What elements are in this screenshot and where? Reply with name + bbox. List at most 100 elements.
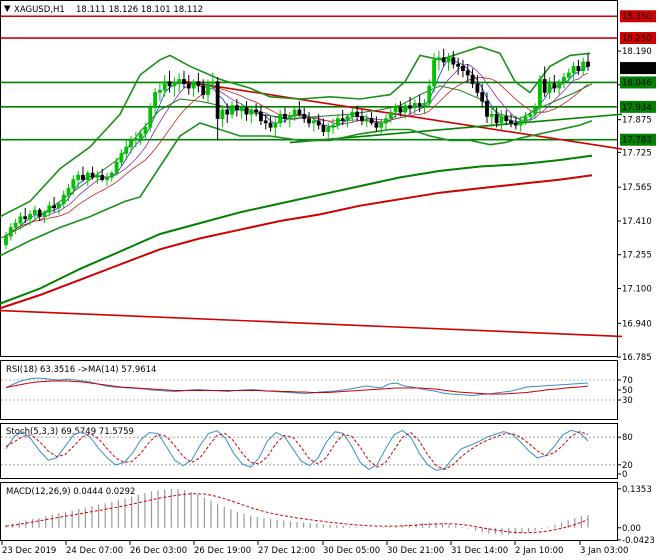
candle[interactable] — [124, 140, 129, 160]
candle[interactable] — [172, 77, 177, 97]
candle[interactable] — [340, 109, 345, 126]
candle[interactable] — [158, 81, 162, 102]
candle[interactable] — [13, 218, 18, 235]
trendline-1[interactable] — [184, 80, 623, 150]
candle[interactable] — [167, 70, 172, 93]
candle[interactable] — [162, 75, 167, 97]
candle[interactable] — [143, 122, 148, 139]
candle[interactable] — [566, 68, 571, 84]
candle[interactable] — [388, 107, 393, 123]
candle[interactable] — [384, 114, 388, 130]
candle[interactable] — [28, 210, 32, 226]
candle[interactable] — [268, 116, 273, 132]
candle[interactable] — [81, 166, 85, 182]
candle[interactable] — [504, 109, 509, 126]
candle[interactable] — [220, 105, 225, 128]
candle[interactable] — [47, 201, 52, 217]
candle[interactable] — [66, 183, 71, 202]
candle[interactable] — [76, 170, 81, 189]
candle[interactable] — [562, 72, 566, 89]
candle[interactable] — [576, 59, 581, 76]
candle[interactable] — [61, 190, 66, 208]
candle[interactable] — [196, 72, 201, 93]
candle[interactable] — [52, 197, 56, 213]
candle[interactable] — [374, 116, 379, 132]
candle[interactable] — [4, 231, 8, 250]
candle[interactable] — [398, 101, 403, 117]
candle[interactable] — [422, 99, 427, 115]
candle[interactable] — [523, 112, 528, 126]
candle[interactable] — [42, 210, 47, 224]
candle[interactable] — [90, 166, 95, 180]
candle[interactable] — [210, 72, 215, 91]
candle[interactable] — [225, 103, 230, 123]
candle[interactable] — [345, 114, 350, 128]
candle[interactable] — [23, 207, 28, 224]
candle[interactable] — [153, 88, 158, 115]
candle[interactable] — [542, 66, 547, 97]
candle[interactable] — [494, 107, 499, 128]
candle[interactable] — [446, 53, 451, 71]
candle[interactable] — [129, 136, 133, 154]
candle[interactable] — [105, 173, 109, 187]
candle[interactable] — [538, 75, 542, 113]
candle[interactable] — [57, 201, 61, 215]
candle[interactable] — [369, 112, 374, 126]
candle[interactable] — [37, 207, 42, 221]
candle[interactable] — [297, 101, 302, 117]
candle[interactable] — [355, 105, 360, 121]
candle[interactable] — [533, 103, 537, 119]
candle[interactable] — [379, 118, 384, 134]
candle[interactable] — [518, 116, 523, 132]
candle[interactable] — [230, 101, 234, 119]
candle[interactable] — [133, 131, 138, 147]
candle[interactable] — [581, 57, 586, 76]
candle[interactable] — [480, 83, 485, 108]
candle[interactable] — [191, 79, 196, 97]
macd-panel[interactable]: MACD(12,26,9) 0.0444 0.0292 0.1353 0.00 -0… — [0, 482, 655, 546]
candle[interactable] — [254, 103, 259, 117]
candle[interactable] — [509, 114, 513, 128]
candle[interactable] — [263, 114, 268, 130]
candle[interactable] — [302, 107, 307, 123]
candle[interactable] — [441, 48, 446, 67]
candle[interactable] — [489, 105, 494, 128]
candle[interactable] — [278, 109, 283, 128]
candle[interactable] — [552, 75, 557, 93]
candle[interactable] — [461, 59, 465, 78]
candle[interactable] — [109, 170, 114, 182]
candle[interactable] — [85, 170, 90, 187]
candle[interactable] — [326, 122, 331, 139]
candle[interactable] — [273, 118, 278, 137]
candle[interactable] — [557, 79, 562, 95]
candle[interactable] — [239, 103, 244, 119]
candle[interactable] — [100, 168, 105, 182]
candle[interactable] — [186, 75, 191, 95]
candle[interactable] — [364, 114, 369, 128]
candle[interactable] — [292, 105, 297, 121]
candle[interactable] — [249, 105, 254, 123]
candle[interactable] — [470, 68, 475, 89]
candle[interactable] — [307, 112, 311, 128]
candle[interactable] — [119, 149, 124, 167]
candle[interactable] — [244, 101, 249, 121]
candle[interactable] — [427, 79, 432, 108]
candle[interactable] — [234, 99, 239, 117]
candle[interactable] — [215, 77, 220, 141]
candle[interactable] — [182, 70, 186, 89]
candle[interactable] — [571, 61, 576, 80]
candle[interactable] — [499, 109, 504, 130]
candle[interactable] — [403, 103, 408, 119]
price-panel[interactable]: ▼ XAGUSD,H1 18.111 18.126 18.101 18.112 … — [0, 0, 656, 364]
candle[interactable] — [586, 53, 590, 71]
candle[interactable] — [465, 64, 470, 82]
candle[interactable] — [417, 94, 422, 113]
candle[interactable] — [259, 105, 263, 126]
candle[interactable] — [321, 118, 326, 137]
trendline-0[interactable] — [0, 309, 623, 338]
candle[interactable] — [456, 57, 461, 76]
candle[interactable] — [177, 72, 182, 93]
candle[interactable] — [451, 51, 456, 69]
candle[interactable] — [311, 116, 316, 132]
